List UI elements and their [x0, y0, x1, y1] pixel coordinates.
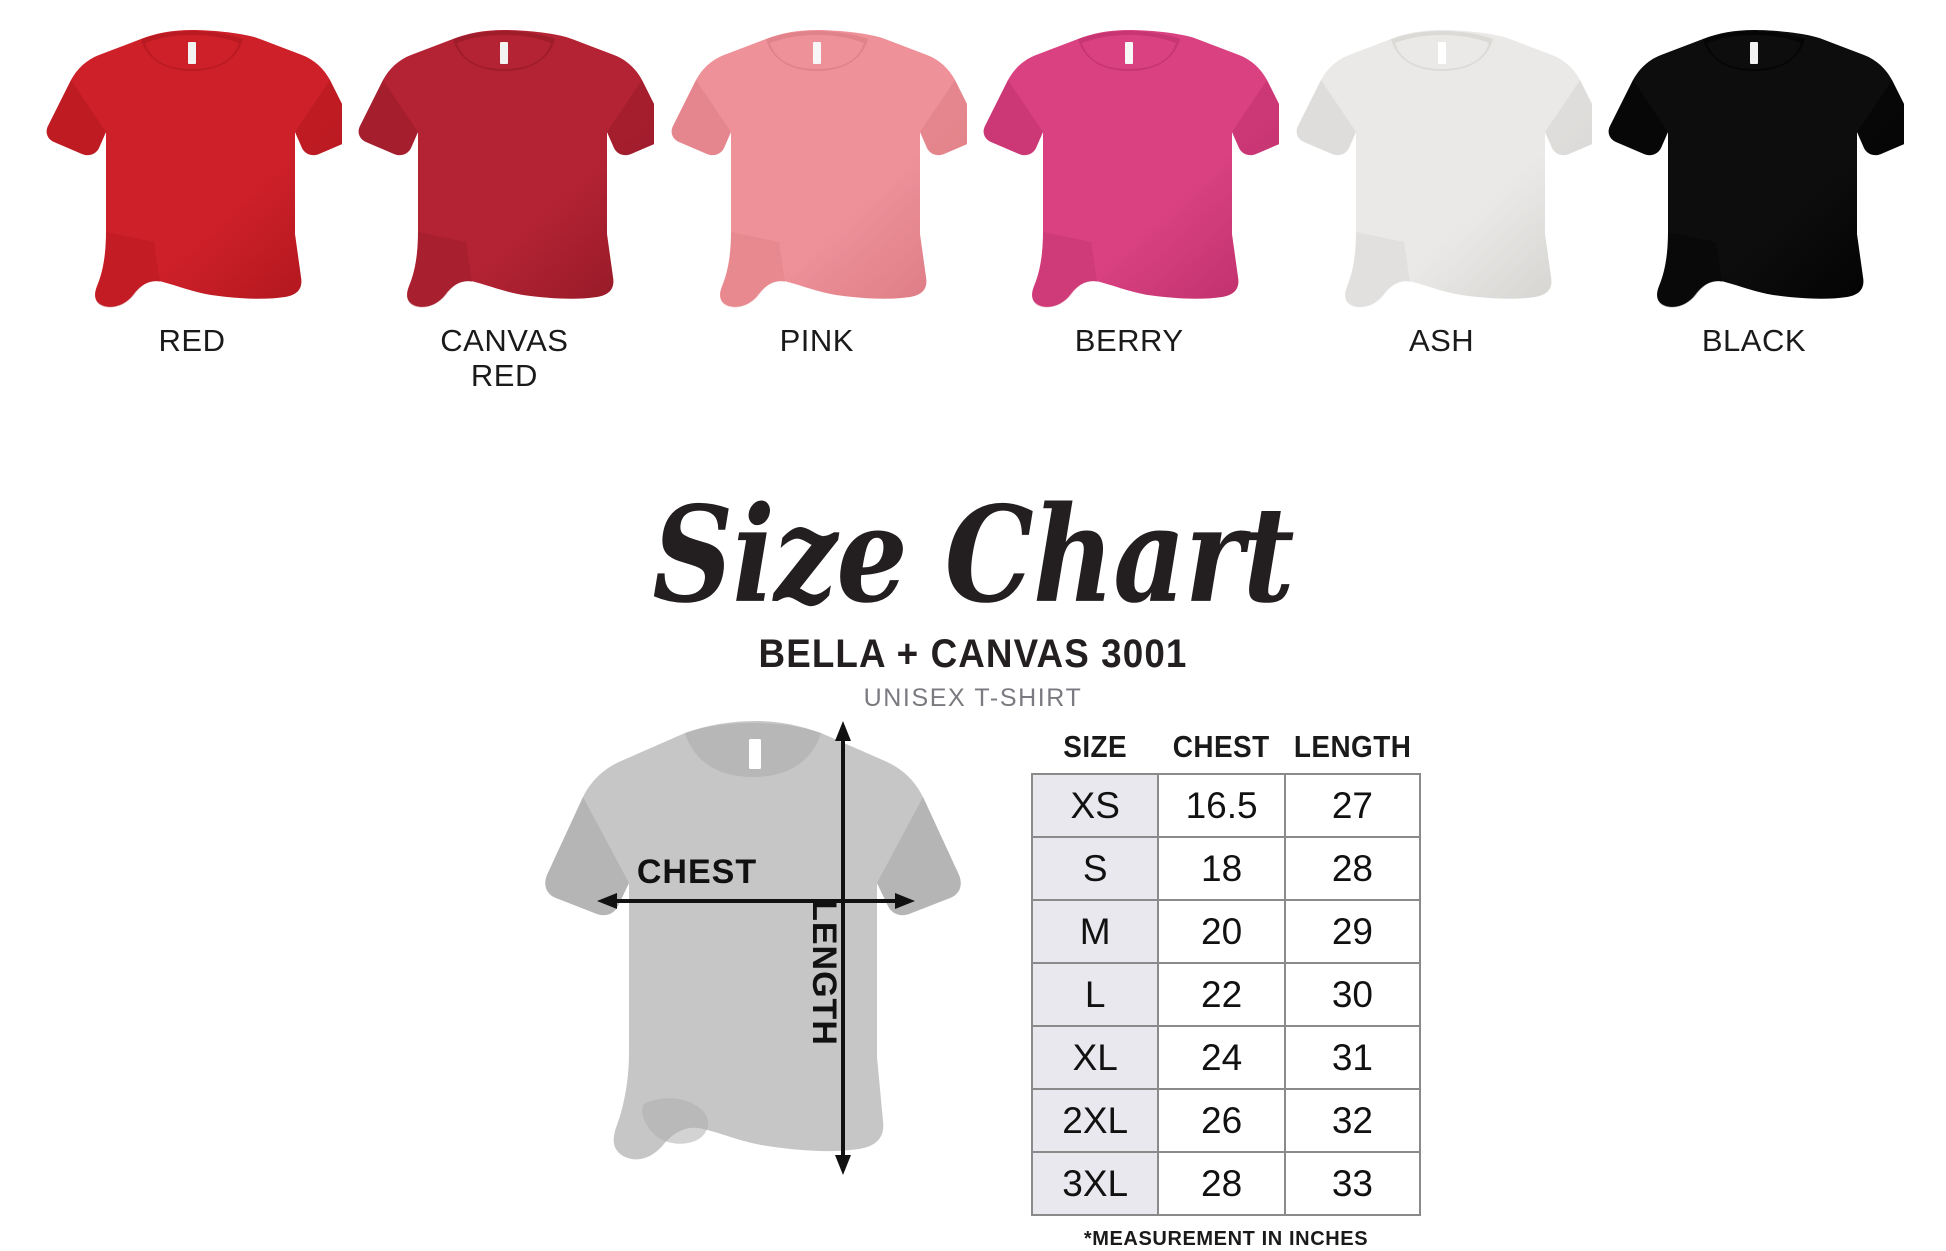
tshirt-image	[1604, 18, 1904, 318]
table-row: M 20 29	[1030, 899, 1422, 964]
cell-chest: 16.5	[1157, 773, 1286, 838]
size-table-block: SIZE CHEST LENGTH XS 16.5 27 S 18 28 M 20 29 L 22 3…	[1030, 705, 1422, 1251]
tshirt-graphic	[1608, 30, 1904, 308]
color-swatch-black[interactable]: BLACK	[1604, 18, 1904, 438]
tshirt-image	[354, 18, 655, 318]
cell-chest: 26	[1157, 1088, 1286, 1153]
column-header-chest: CHEST	[1173, 729, 1271, 764]
color-name-label: RED	[158, 323, 226, 358]
diagram-measure-arrows	[597, 721, 915, 1175]
tshirt-body	[983, 30, 1280, 308]
cell-size: M	[1030, 899, 1160, 964]
color-swatch-canvas-red[interactable]: CANVAS RED	[354, 18, 655, 438]
measurement-diagram: CHEST LENGTH	[525, 705, 995, 1185]
measurement-unit-note: *MEASUREMENT IN INCHES	[1083, 1228, 1369, 1250]
diagram-shirt-body	[545, 721, 961, 1160]
cell-size: L	[1030, 962, 1160, 1027]
column-header-size: SIZE	[1063, 729, 1128, 764]
size-table-header-row: SIZE CHEST LENGTH	[1032, 729, 1420, 774]
cell-size: 3XL	[1030, 1151, 1160, 1216]
table-row: XS 16.5 27	[1030, 773, 1422, 838]
heading-block: Size Chart BELLA + CANVAS 3001 UNISEX T-…	[0, 478, 1946, 713]
tshirt-graphic	[983, 30, 1280, 308]
color-swatch-berry[interactable]: BERRY	[979, 18, 1280, 438]
cell-length: 28	[1283, 836, 1422, 901]
diagram-shirt-svg: CHEST LENGTH	[545, 721, 961, 1175]
table-row: 2XL 26 32	[1030, 1088, 1422, 1153]
color-name-label: PINK	[779, 323, 854, 358]
cell-length: 29	[1283, 899, 1422, 964]
tshirt-graphic	[671, 30, 967, 308]
cell-length: 30	[1283, 962, 1422, 1027]
table-row: S 18 28	[1030, 836, 1422, 901]
cell-chest: 20	[1157, 899, 1286, 964]
color-name-label: BERRY	[1074, 323, 1184, 358]
cell-size: 2XL	[1030, 1088, 1160, 1153]
cell-size: XS	[1030, 773, 1160, 838]
tshirt-image	[42, 18, 342, 318]
table-row: 3XL 28 33	[1030, 1151, 1422, 1216]
color-swatch-ash[interactable]: ASH	[1292, 18, 1592, 438]
color-swatch-row: RED CANVAS RED PINK	[0, 18, 1946, 438]
table-row: L 22 30	[1030, 962, 1422, 1027]
brand-model-label: BELLA + CANVAS 3001	[758, 632, 1188, 676]
cell-chest: 18	[1157, 836, 1286, 901]
size-table-body: XS 16.5 27 S 18 28 M 20 29 L 22 30 XL 24 31 2XL 26 32 3XL 2…	[1030, 773, 1422, 1216]
measurement-area: CHEST LENGTH SIZE CHEST LENGTH XS 16.5 27 S…	[0, 705, 1946, 1250]
tshirt-graphic	[1296, 30, 1592, 308]
tshirt-image	[667, 18, 967, 318]
page-title: Size Chart	[652, 478, 1294, 633]
tshirt-body	[359, 30, 655, 308]
cell-chest: 24	[1157, 1025, 1286, 1090]
size-table-head: SIZE CHEST LENGTH	[1032, 729, 1420, 774]
chest-label: CHEST	[637, 853, 757, 891]
tshirt-body	[1608, 30, 1904, 308]
cell-chest: 28	[1157, 1151, 1286, 1216]
cell-size: XL	[1030, 1025, 1160, 1090]
cell-length: 27	[1283, 773, 1422, 838]
tshirt-graphic	[359, 30, 655, 308]
cell-length: 33	[1283, 1151, 1422, 1216]
tshirt-image	[979, 18, 1280, 318]
tshirt-image	[1292, 18, 1592, 318]
column-header-length: LENGTH	[1293, 729, 1412, 764]
tshirt-body	[671, 30, 967, 308]
cell-length: 32	[1283, 1088, 1422, 1153]
tshirt-body	[46, 30, 342, 308]
product-type-label: UNISEX T-SHIRT	[863, 684, 1083, 712]
tshirt-body	[1296, 30, 1592, 308]
table-row: XL 24 31	[1030, 1025, 1422, 1090]
size-table: SIZE CHEST LENGTH XS 16.5 27 S 18 28 M 20 29 L 22 3…	[1030, 729, 1422, 1216]
length-label: LENGTH	[805, 900, 843, 1046]
color-swatch-pink[interactable]: PINK	[667, 18, 967, 438]
color-name-label: CANVAS RED	[440, 323, 569, 393]
tshirt-graphic	[46, 30, 342, 308]
color-swatch-red[interactable]: RED	[42, 18, 342, 438]
color-name-label: ASH	[1408, 323, 1475, 358]
color-name-label: BLACK	[1701, 323, 1807, 358]
cell-size: S	[1030, 836, 1160, 901]
cell-length: 31	[1283, 1025, 1422, 1090]
cell-chest: 22	[1157, 962, 1286, 1027]
